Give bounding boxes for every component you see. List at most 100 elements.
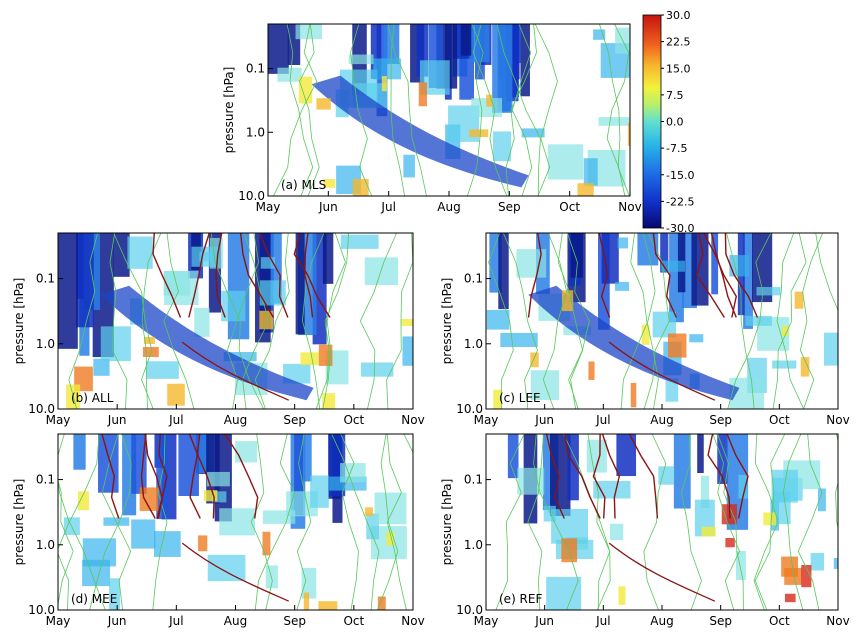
contour-line <box>359 233 397 409</box>
field-streak <box>370 24 382 79</box>
field-patch <box>689 334 704 343</box>
field-warm-patch <box>300 352 319 366</box>
field-streak <box>294 434 304 515</box>
field-patch <box>700 475 710 509</box>
y-tick-label: 10.0 <box>238 189 265 203</box>
y-axis-label: pressure [hPa] <box>12 479 26 566</box>
contour-line-red <box>592 434 606 519</box>
contour-line-red <box>707 434 731 519</box>
field-patch <box>146 361 179 379</box>
contour-line-red <box>215 233 226 318</box>
panel-1: May Jun Jul Aug Sep Oct Nov 0.1 1.0 10.0 pressure … <box>222 23 642 214</box>
contour-line <box>69 434 106 610</box>
contour-line-red <box>152 233 182 318</box>
x-tick-label: Jul <box>380 200 395 214</box>
contour-line <box>797 434 823 610</box>
x-tick-label: Sep <box>283 413 306 427</box>
x-tick-label: May <box>46 614 71 628</box>
contour-line <box>557 233 584 409</box>
field-streak <box>520 24 530 97</box>
field-warm-patch <box>204 490 218 502</box>
contour-line <box>210 233 264 409</box>
field-patch <box>194 307 210 337</box>
y-tick-label: 0.1 <box>246 62 265 76</box>
contour-line <box>340 434 359 610</box>
field-warm-patch <box>469 129 489 137</box>
field-patch <box>492 131 512 162</box>
colorbar-tick-label: 7.5 <box>666 89 684 102</box>
field-patch <box>348 54 374 65</box>
field-patch <box>301 567 317 599</box>
field-streak <box>616 434 637 477</box>
field-warm-patch <box>493 389 502 409</box>
field-streak <box>567 434 579 501</box>
field-warm-patch <box>641 324 650 345</box>
field-patch <box>665 378 679 402</box>
contour-line-red <box>527 233 542 318</box>
panel-label: (d) MEE <box>71 592 117 606</box>
x-tick-label: Jun <box>534 413 554 427</box>
field-warm-patch <box>800 357 810 377</box>
field-patch <box>586 439 607 473</box>
contour-line <box>776 233 805 409</box>
contour-line <box>753 434 779 610</box>
field-streak <box>58 233 78 349</box>
x-tick-label: Jun <box>107 614 127 628</box>
contour-line <box>599 24 630 196</box>
x-tick-label: Oct <box>769 413 790 427</box>
x-tick-label: Nov <box>826 614 849 628</box>
contour-line-red <box>695 233 725 318</box>
field-warm-patch <box>198 535 208 552</box>
field-patch <box>212 491 227 503</box>
x-tick-label: Sep <box>498 200 521 214</box>
y-tick-label: 0.1 <box>36 473 55 487</box>
contour-line <box>502 233 538 409</box>
field-patch <box>583 158 598 186</box>
field-patch <box>364 257 399 286</box>
contour-line-red <box>726 434 749 519</box>
contour-line-red <box>710 233 737 318</box>
contour-line-red <box>564 434 601 519</box>
field-warm-patch <box>784 567 803 585</box>
x-tick-label: Nov <box>826 413 849 427</box>
field-patch <box>738 474 748 499</box>
contour-line <box>527 434 544 610</box>
panel-3: May Jun Jul Aug Sep Oct Nov 0.1 1.0 10.0 pressure … <box>440 232 850 427</box>
contour-line <box>390 24 405 196</box>
descending-band <box>100 285 314 401</box>
field-patch <box>340 234 379 249</box>
field-warm-patch <box>801 565 812 588</box>
contour-line <box>495 434 525 610</box>
x-tick-label: Oct <box>769 614 790 628</box>
contour-line <box>643 434 667 610</box>
field-patch <box>262 510 296 524</box>
field-streak <box>227 233 250 340</box>
descending-band <box>311 75 529 188</box>
field-patch <box>500 332 538 348</box>
field-warm-patch <box>725 537 735 548</box>
contour-line <box>299 24 320 196</box>
contour-line <box>466 24 484 196</box>
field-streak <box>660 233 669 273</box>
contour-line <box>315 233 350 409</box>
field-streak <box>131 434 147 494</box>
x-tick-label: Aug <box>437 200 460 214</box>
field-streak <box>711 233 719 295</box>
field-patch <box>219 508 255 536</box>
contour-line <box>113 233 154 409</box>
field-patch <box>283 363 311 384</box>
colorbar-tick-label: -15.0 <box>666 169 694 182</box>
field-patch <box>191 246 219 267</box>
contour-line <box>141 233 162 409</box>
y-tick-label: 1.0 <box>464 538 483 552</box>
field-patch <box>652 311 677 338</box>
field-warm-patch <box>618 586 626 605</box>
field-patch <box>207 554 246 582</box>
field-warm-patch <box>561 290 574 312</box>
contour-line <box>286 24 314 196</box>
y-tick-label: 1.0 <box>36 337 55 351</box>
x-tick-label: Nov <box>618 200 641 214</box>
contour-line-red <box>140 434 156 519</box>
contour-line <box>754 434 786 610</box>
